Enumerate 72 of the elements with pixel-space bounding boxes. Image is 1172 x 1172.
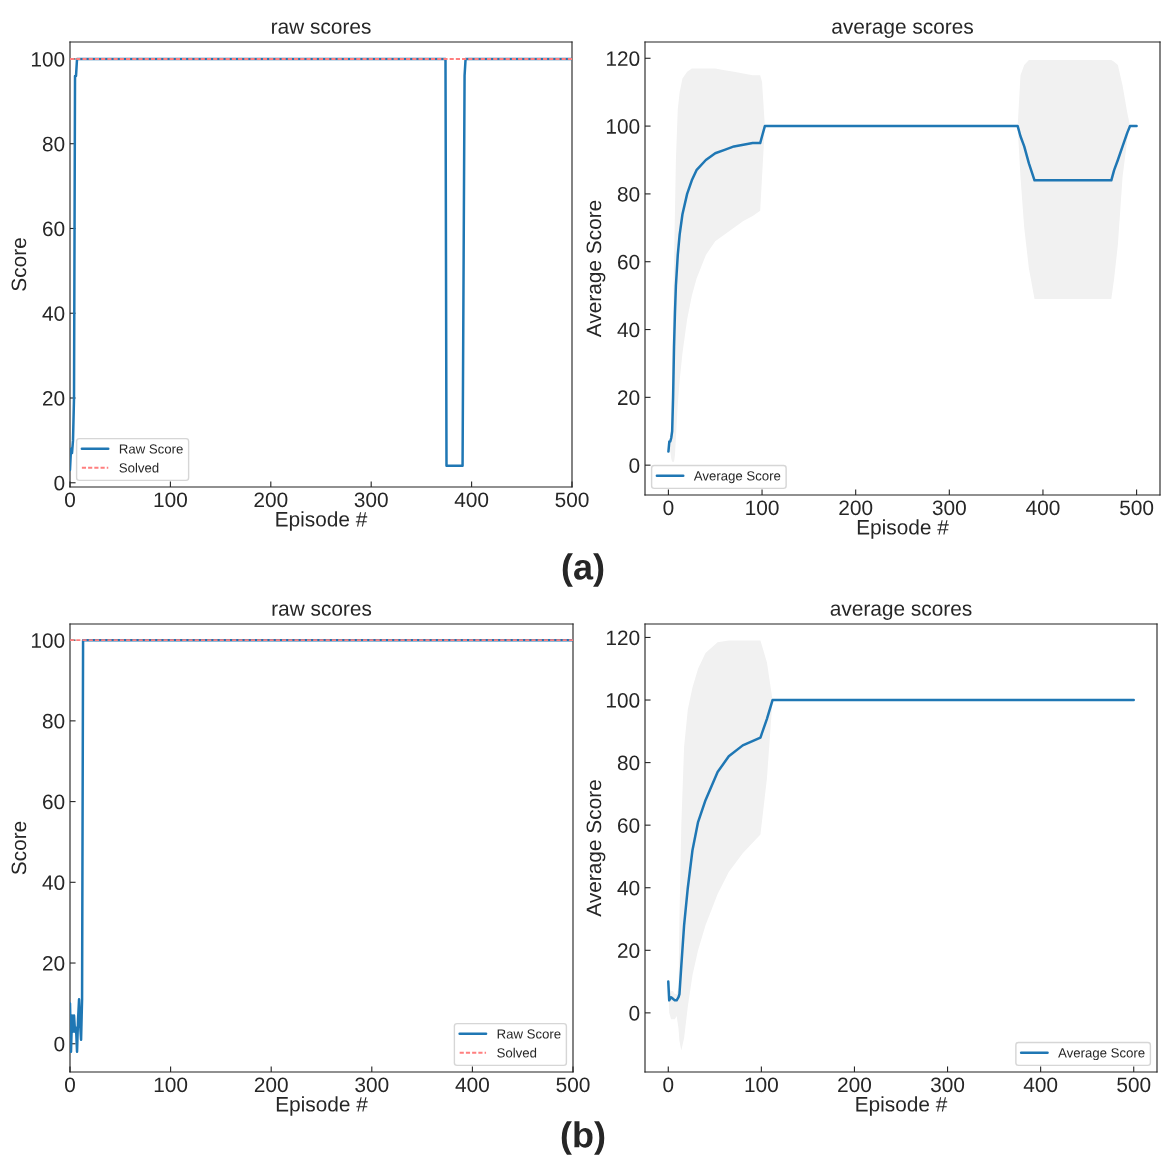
x-tick-label: 200	[838, 1077, 872, 1093]
x-tick-label: 500	[556, 1077, 590, 1093]
y-tick-label: 0	[629, 1005, 640, 1021]
y-axis-title: Average Score	[586, 200, 606, 338]
y-tick-label: 100	[31, 633, 65, 648]
y-tick-label: 80	[42, 713, 65, 729]
y-tick-label: 100	[606, 119, 640, 134]
y-axis-title: Score	[11, 821, 27, 875]
y-tick-label: 80	[617, 186, 640, 202]
y-tick-label: 60	[618, 254, 640, 270]
y-tick-label: 60	[43, 794, 65, 810]
x-tick-label: 400	[455, 1077, 489, 1093]
line-series	[667, 124, 1138, 453]
x-tick-label: 100	[746, 500, 779, 516]
chart-title: average scores	[832, 22, 973, 38]
y-tick-label: 20	[43, 956, 65, 971]
x-tick-label: 100	[154, 492, 187, 508]
legend-label: Solved	[119, 462, 159, 473]
y-tick-label: 20	[618, 390, 640, 406]
y-axis-title: Score	[11, 238, 27, 291]
x-tick-label: 500	[1120, 500, 1154, 516]
x-tick-label: 400	[1026, 500, 1060, 516]
x-tick-label: 0	[663, 500, 674, 516]
y-tick-label: 100	[31, 51, 65, 67]
y-tick-label: 60	[43, 221, 65, 237]
y-tick-label: 80	[617, 755, 640, 771]
x-tick-label: 100	[745, 1077, 778, 1093]
y-tick-label: 120	[606, 630, 640, 646]
x-axis-title: Episode #	[857, 519, 949, 539]
x-tick-label: 400	[1023, 1077, 1058, 1093]
y-tick-label: 100	[606, 693, 640, 708]
y-tick-label: 20	[43, 391, 65, 406]
x-tick-label: 300	[930, 1077, 965, 1093]
chart-title: raw scores	[272, 604, 372, 616]
x-axis-title: Episode #	[856, 1096, 948, 1116]
x-tick-label: 100	[154, 1077, 188, 1093]
chart-title: average scores	[830, 604, 972, 620]
x-tick-label: 200	[254, 1077, 288, 1093]
chart-title: raw scores	[272, 22, 371, 34]
legend-label: Raw Score	[119, 444, 183, 454]
y-tick-label: 0	[54, 1036, 65, 1052]
legend-label: Average Score	[1058, 1048, 1145, 1061]
x-tick-label: 0	[663, 1077, 674, 1093]
line-series	[667, 698, 1135, 1002]
y-tick-label: 80	[42, 136, 65, 152]
x-axis-title: Episode #	[276, 1096, 368, 1116]
y-tick-label: 120	[606, 51, 640, 67]
y-tick-label: 60	[618, 818, 640, 833]
y-axis-title: Average Score	[586, 780, 606, 917]
x-tick-label: 0	[65, 492, 75, 508]
x-tick-label: 500	[555, 492, 589, 508]
x-axis-title: Episode #	[276, 511, 368, 531]
x-tick-label: 300	[355, 1077, 389, 1093]
text: (a)	[562, 553, 604, 587]
x-tick-label: 200	[839, 500, 873, 516]
y-tick-label: 0	[54, 475, 65, 491]
x-tick-label: 0	[65, 1077, 75, 1093]
x-tick-label: 200	[254, 492, 288, 508]
legend-label: Average Score	[693, 471, 781, 484]
y-tick-label: 20	[618, 943, 640, 959]
x-tick-label: 300	[354, 492, 388, 508]
legend-label: Raw Score	[497, 1029, 561, 1039]
y-tick-label: 40	[617, 880, 640, 896]
y-tick-label: 0	[629, 458, 640, 473]
text: (b)	[561, 1121, 605, 1155]
y-tick-label: 40	[617, 322, 640, 338]
x-tick-label: 500	[1117, 1077, 1151, 1093]
y-tick-label: 40	[42, 875, 65, 891]
x-tick-label: 300	[932, 500, 966, 516]
x-tick-label: 400	[454, 492, 489, 508]
y-tick-label: 40	[42, 306, 65, 321]
legend-label: Solved	[497, 1047, 537, 1058]
